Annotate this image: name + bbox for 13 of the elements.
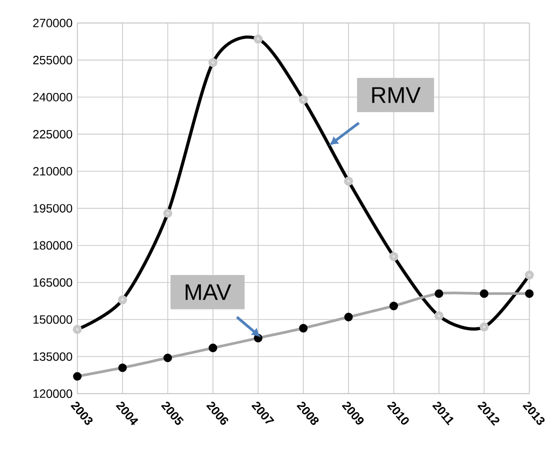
y-tick-label: 165000	[34, 278, 72, 287]
y-tick-label: 225000	[33, 130, 72, 138]
y-tick-label: 150000	[34, 315, 72, 324]
y-tick-label: 240000	[33, 92, 72, 102]
y-tick-label: 120000	[34, 389, 72, 398]
y-tick-label: 135000	[34, 352, 72, 361]
y-tick-label: 210000	[33, 167, 72, 176]
y-tick-label: 195000	[34, 204, 72, 213]
y-tick-label: 270000	[33, 18, 72, 28]
series-label: MAV	[186, 284, 232, 300]
text: RMV	[372, 87, 421, 103]
y-tick-label: 180000	[34, 241, 72, 250]
y-tick-label: 255000	[33, 56, 72, 64]
